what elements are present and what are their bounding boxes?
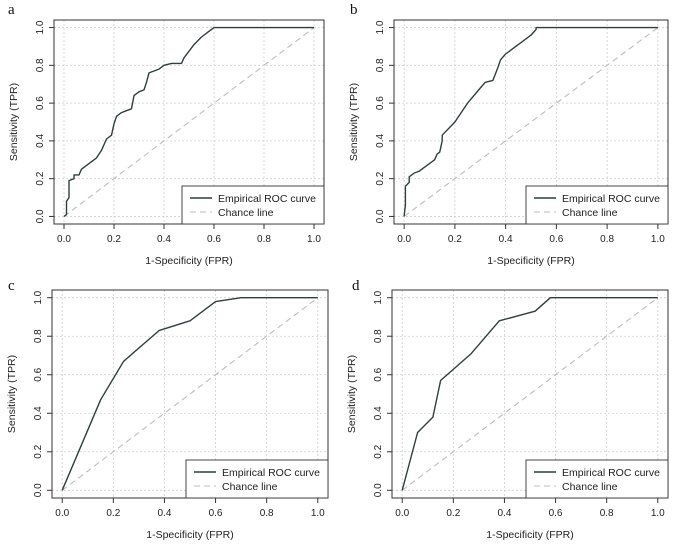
- y-tick-label: 0.0: [35, 209, 46, 223]
- y-tick-label: 1.0: [33, 290, 44, 304]
- legend: Empirical ROC curve Chance line: [525, 459, 669, 499]
- y-tick-label: 0.4: [375, 134, 386, 148]
- x-tick-label: 0.2: [448, 234, 462, 245]
- x-tick-label: 0.0: [395, 508, 409, 519]
- chance-line-series: [61, 297, 319, 491]
- x-tick-label: 0.4: [157, 508, 171, 519]
- legend-label: Empirical ROC curve: [222, 467, 320, 479]
- y-axis-label: Sensitivity (TPR): [348, 83, 360, 161]
- x-tick-label: 0.6: [209, 508, 223, 519]
- x-tick-label: 0.6: [549, 234, 563, 245]
- y-tick-label: 0.2: [33, 444, 44, 458]
- panel-letter-d: d: [352, 278, 360, 294]
- chart-panel-a: a 0.0 0.2 0.4 0.6 0.8 1.0 0.0 0.2 0.4 0.6 0.8 1.0 1-S…: [8, 2, 325, 267]
- x-tick-label: 0.2: [446, 508, 460, 519]
- panel-letter-a: a: [8, 2, 15, 18]
- legend-box: [525, 185, 669, 225]
- legend-label: Empirical ROC curve: [218, 193, 316, 205]
- y-tick-label: 0.8: [375, 58, 386, 72]
- y-tick-label: 0.8: [373, 329, 384, 343]
- legend-label: Empirical ROC curve: [562, 193, 660, 205]
- legend-label: Chance line: [222, 481, 278, 493]
- legend-box: [525, 459, 669, 499]
- panel-letter-b: b: [350, 2, 358, 18]
- y-axis-label: Sensitivity (TPR): [346, 355, 358, 433]
- y-tick-label: 0.6: [35, 96, 46, 110]
- x-tick-label: 0.8: [257, 234, 271, 245]
- x-tick-label: 0.2: [107, 234, 121, 245]
- y-tick-label: 0.4: [35, 134, 46, 148]
- x-tick-label: 0.4: [499, 234, 513, 245]
- roc-curve-series: [403, 26, 658, 217]
- y-tick-label: 0.4: [373, 406, 384, 420]
- y-axis-label: Sensitivity (TPR): [8, 83, 20, 161]
- y-tick-label: 0.6: [373, 367, 384, 381]
- chart-panel-d: d 0.0 0.2 0.4 0.6 0.8 1.0 0.0 0.2 0.4 0.6 0.8 1.0 1-S…: [346, 278, 669, 541]
- x-tick-label: 0.4: [497, 508, 511, 519]
- y-tick-label: 0.0: [33, 483, 44, 497]
- x-axis-label: 1-Specificity (FPR): [145, 255, 233, 267]
- roc-curve-series: [63, 26, 314, 217]
- chance-line-series: [401, 297, 659, 491]
- y-tick-label: 0.2: [35, 171, 46, 185]
- y-axis-label: Sensitivity (TPR): [6, 355, 18, 433]
- y-tick-label: 0.4: [33, 406, 44, 420]
- x-axis-label: 1-Specificity (FPR): [146, 529, 234, 541]
- x-axis-label: 1-Specificity (FPR): [486, 529, 574, 541]
- legend-label: Chance line: [562, 207, 618, 219]
- y-tick-label: 0.0: [373, 483, 384, 497]
- y-tick-label: 0.0: [375, 209, 386, 223]
- chance-line-series: [403, 27, 659, 217]
- y-tick-label: 1.0: [373, 290, 384, 304]
- y-tick-label: 0.6: [33, 367, 44, 381]
- legend: Empirical ROC curve Chance line: [185, 459, 329, 499]
- roc-curve-series: [61, 297, 318, 491]
- x-tick-label: 1.0: [307, 234, 321, 245]
- x-tick-label: 0.0: [57, 234, 71, 245]
- x-axis-label: 1-Specificity (FPR): [487, 255, 575, 267]
- x-tick-label: 0.8: [260, 508, 274, 519]
- x-tick-label: 1.0: [651, 234, 665, 245]
- legend-label: Chance line: [218, 207, 274, 219]
- y-tick-label: 0.2: [373, 444, 384, 458]
- x-tick-label: 1.0: [311, 508, 325, 519]
- legend-box: [185, 459, 329, 499]
- x-tick-label: 0.8: [600, 508, 614, 519]
- y-tick-label: 0.6: [375, 96, 386, 110]
- chance-line-series: [63, 27, 315, 217]
- y-tick-label: 0.8: [33, 329, 44, 343]
- x-tick-label: 0.0: [397, 234, 411, 245]
- x-tick-label: 0.0: [55, 508, 69, 519]
- legend-label: Chance line: [562, 481, 618, 493]
- panel-letter-c: c: [8, 278, 15, 294]
- chart-panel-c: c 0.0 0.2 0.4 0.6 0.8 1.0 0.0 0.2 0.4 0.6 0.8 1.0 1-S…: [6, 278, 329, 541]
- x-tick-label: 0.2: [106, 508, 120, 519]
- x-tick-label: 0.6: [207, 234, 221, 245]
- y-tick-label: 0.8: [35, 58, 46, 72]
- y-tick-label: 0.2: [375, 171, 386, 185]
- y-tick-label: 1.0: [35, 20, 46, 34]
- chart-panel-b: b 0.0 0.2 0.4 0.6 0.8 1.0 0.0 0.2 0.4 0.6 0.8 1.0 1-S…: [348, 2, 669, 267]
- legend-box: [181, 185, 325, 225]
- x-tick-label: 1.0: [651, 508, 665, 519]
- roc-curve-series: [401, 297, 658, 491]
- legend: Empirical ROC curve Chance line: [181, 185, 325, 225]
- y-tick-label: 1.0: [375, 20, 386, 34]
- x-tick-label: 0.4: [157, 234, 171, 245]
- legend: Empirical ROC curve Chance line: [525, 185, 669, 225]
- x-tick-label: 0.6: [549, 508, 563, 519]
- legend-label: Empirical ROC curve: [562, 467, 660, 479]
- x-tick-label: 0.8: [600, 234, 614, 245]
